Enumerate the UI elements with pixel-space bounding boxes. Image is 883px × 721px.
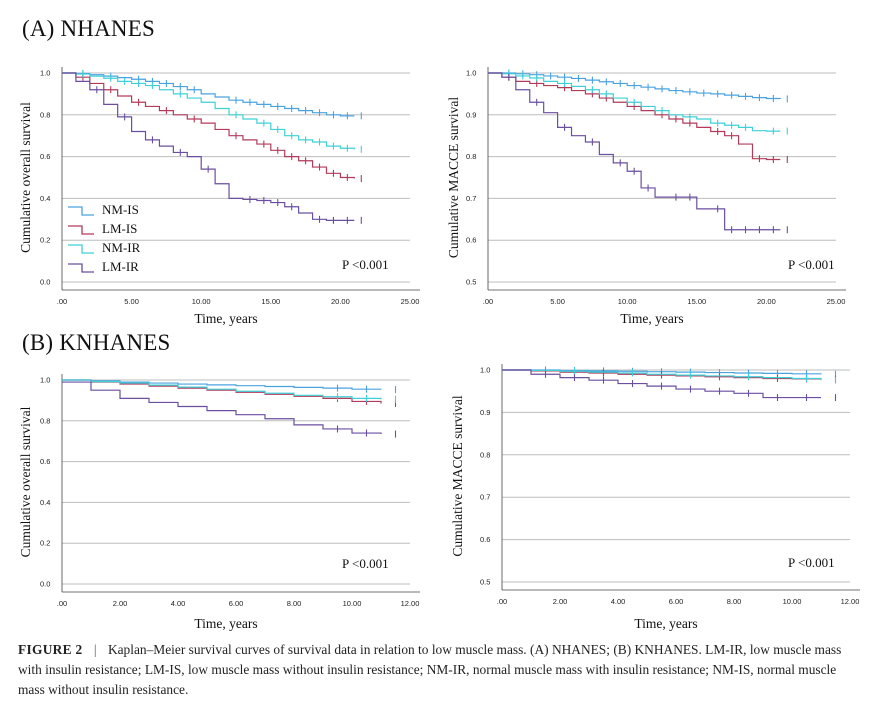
x-tick-label: .00 [57,599,67,608]
y-tick-label: 0.4 [40,194,50,203]
x-axis-label: Time, years [620,311,683,326]
y-tick-label: 0.2 [40,539,50,548]
y-tick-label: 0.6 [480,535,490,544]
x-tick-label: 20.00 [757,297,776,306]
legend-label-nm-ir: NM-IR [102,240,141,255]
km-curve-nm-ir [502,369,822,381]
section-title-b: (B) KNHANES [22,330,171,355]
x-tick-label: 15.00 [261,297,280,306]
km-curve-lm-ir [62,72,355,221]
x-tick-label: 12.00 [841,597,860,606]
caption-label: FIGURE 2 [18,642,83,657]
y-tick-label: 0.6 [40,152,50,161]
y-tick-label: 0.8 [40,416,50,425]
x-tick-label: 6.00 [669,597,684,606]
x-tick-label: 5.00 [550,297,565,306]
y-tick-label: 1.0 [480,366,490,375]
p-value: P <0.001 [788,257,835,272]
x-tick-label: 2.00 [553,597,568,606]
y-tick-label: 0.7 [480,493,490,502]
chart-knhanes-macce: 0.5 0.6 0.7 0.8 0.9 1.0 .00 2.00 4.00 6.00 8.00 10.… [450,364,860,631]
y-tick-label: 1.0 [40,69,50,78]
km-curve-lm-ir [488,72,781,231]
p-value: P <0.001 [342,257,389,272]
y-tick-label: 0.8 [40,110,50,119]
x-tick-label: 4.00 [171,599,186,608]
y-tick-label: 0.6 [40,457,50,466]
caption-text: Kaplan–Meier survival curves of survival… [18,642,842,697]
x-tick-label: 4.00 [611,597,626,606]
y-tick-label: 0.7 [466,194,476,203]
x-tick-label: 8.00 [727,597,742,606]
y-tick-label: 0.9 [466,110,476,119]
y-tick-label: 0.0 [40,278,50,287]
x-tick-label: 8.00 [287,599,302,608]
legend-swatch-nm-ir [68,244,94,254]
x-tick-label: 15.00 [687,297,706,306]
km-curve-lm-is [62,72,355,179]
x-axis-label: Time, years [634,616,697,631]
legend-label-nm-is: NM-IS [102,202,139,217]
x-tick-label: 10.00 [192,297,211,306]
km-curve-nm-is [488,72,781,100]
x-axis-label: Time, years [194,616,257,631]
km-curve-lm-ir [62,381,382,435]
legend-swatch-lm-ir [68,263,94,273]
y-tick-label: 0.2 [40,236,50,245]
x-tick-label: 10.00 [618,297,637,306]
x-tick-label: 2.00 [113,599,128,608]
chart-knhanes-overall: 0.0 0.2 0.4 0.6 0.8 1.0 .00 2.00 4.00 6.00 8.00 10.… [18,374,420,631]
y-tick-label: 1.0 [40,376,50,385]
y-axis-label: Cumulative overall survival [18,406,33,557]
legend-label-lm-ir: LM-IR [102,259,139,274]
km-curve-lm-ir [502,369,821,399]
y-tick-label: 1.0 [466,69,476,78]
legend-swatch-nm-is [68,206,94,216]
y-tick-label: 0.5 [466,278,476,287]
legend-swatch-lm-is [68,225,94,235]
y-tick-label: 0.9 [480,408,490,417]
x-tick-label: 12.00 [401,599,420,608]
x-tick-label: .00 [497,597,507,606]
x-tick-label: 5.00 [124,297,139,306]
caption-separator: | [93,642,97,657]
x-tick-label: 25.00 [827,297,846,306]
x-tick-label: 6.00 [229,599,244,608]
chart-nhanes-overall: 0.0 0.2 0.4 0.6 0.8 1.0 .00 5.00 10.00 15.00 20.00… [18,67,420,326]
y-axis-label: Cumulative overall survival [18,102,33,253]
figure-caption: FIGURE 2 | Kaplan–Meier survival curves … [18,640,866,700]
km-curve-nm-is [62,72,355,117]
y-axis-label: Cumulative MACCE survival [446,97,461,258]
chart-nhanes-macce: 0.5 0.6 0.7 0.8 0.9 1.0 .00 5.00 10.00 15.00 20.00… [446,67,846,326]
km-curve-nm-ir [62,72,355,150]
y-tick-label: 0.4 [40,498,50,507]
x-tick-label: 10.00 [783,597,802,606]
km-curve-nm-ir [62,379,382,400]
y-axis-label: Cumulative MACCE survival [450,395,465,556]
x-tick-label: 25.00 [401,297,420,306]
x-tick-label: 20.00 [331,297,350,306]
y-tick-label: 0.6 [466,236,476,245]
y-tick-label: 0.8 [466,152,476,161]
x-tick-label: .00 [57,297,67,306]
legend-label-lm-is: LM-IS [102,221,137,236]
km-curve-lm-is [62,379,382,404]
x-axis-label: Time, years [194,311,257,326]
y-tick-label: 0.0 [40,580,50,589]
p-value: P <0.001 [342,556,389,571]
section-title-a: (A) NHANES [22,16,155,41]
x-tick-label: .00 [483,297,493,306]
p-value: P <0.001 [788,555,835,570]
y-tick-label: 0.8 [480,450,490,459]
y-tick-label: 0.5 [480,578,490,587]
x-tick-label: 10.00 [343,599,362,608]
